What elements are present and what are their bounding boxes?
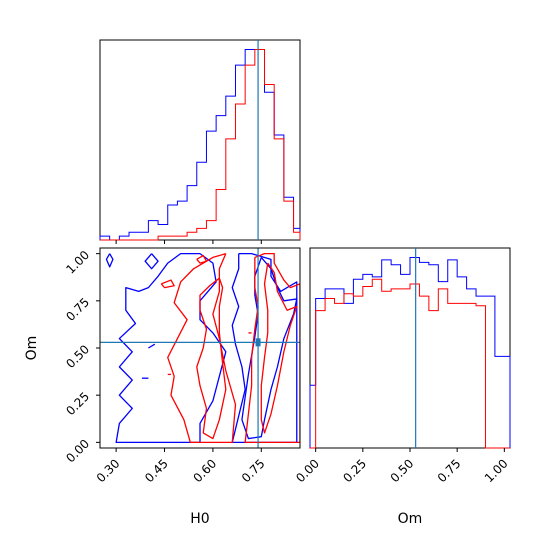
y-axis-label-om: Om (24, 336, 40, 361)
x-axis-label-h0: H0 (190, 511, 209, 527)
om-histogram-x-ticks: 0.00 0.25 0.50 0.75 1.00 (293, 448, 511, 485)
om-y-tick-label-2: 0.50 (63, 342, 92, 371)
om-x-tick-label-0: 0.00 (293, 456, 322, 485)
contour-5 (167, 253, 237, 443)
contour-10 (196, 254, 208, 264)
h0-x-tick-label-3: 0.75 (239, 456, 268, 485)
om-x-tick-label-3: 0.75 (435, 456, 464, 485)
om-y-tick-label-3: 0.75 (63, 295, 92, 324)
om-y-tick-label-0: 0.00 (63, 437, 92, 466)
h0-om-contours (105, 253, 300, 443)
contour-fragment-2 (148, 343, 156, 349)
om-x-tick-label-1: 0.25 (340, 456, 369, 485)
om-x-tick-label-2: 0.50 (388, 456, 417, 485)
h0-histogram-series-0 (99, 49, 301, 241)
h0-histogram-series-1 (100, 49, 301, 241)
om-y-tick-label-4: 1.00 (63, 248, 92, 277)
contour-0 (115, 253, 227, 443)
contour-2 (241, 257, 298, 440)
h0-x-tick-label-2: 0.60 (190, 456, 219, 485)
x-axis-label-om: Om (398, 511, 423, 527)
contour-7 (244, 253, 300, 443)
h0-histogram-ticks (115, 240, 262, 244)
om-histogram-frame (309, 247, 511, 449)
contour-8 (260, 262, 298, 434)
h0-om-truth-lines (100, 248, 300, 448)
contour-3 (105, 253, 114, 268)
om-y-tick-label-1: 0.25 (63, 389, 92, 418)
h0-om-y-ticks: 0.00 0.25 0.50 0.75 1.00 (63, 248, 100, 465)
truth-point-marker (255, 338, 261, 347)
h0-om-x-ticks: 0.30 0.45 0.60 0.75 (94, 448, 268, 485)
contour-6 (196, 277, 227, 440)
h0-histogram-steps (99, 49, 301, 241)
contour-1 (231, 253, 298, 443)
h0-om-contour-panel: 0.30 0.45 0.60 0.75 0.00 0.25 0.50 0.75 1.00 H0… (24, 247, 301, 527)
h0-histogram-panel (99, 39, 301, 244)
h0-x-tick-label-1: 0.45 (142, 456, 171, 485)
om-histogram-series-1 (310, 278, 510, 449)
contour-9 (160, 279, 175, 289)
om-histogram-series-0 (309, 257, 511, 448)
om-x-tick-label-4: 1.00 (482, 456, 511, 485)
h0-histogram-frame (99, 39, 301, 241)
contour-4 (144, 253, 159, 270)
om-histogram-steps (309, 257, 511, 449)
om-histogram-panel: 0.00 0.25 0.50 0.75 1.00 Om (293, 247, 511, 527)
h0-x-tick-label-0: 0.30 (94, 456, 123, 485)
